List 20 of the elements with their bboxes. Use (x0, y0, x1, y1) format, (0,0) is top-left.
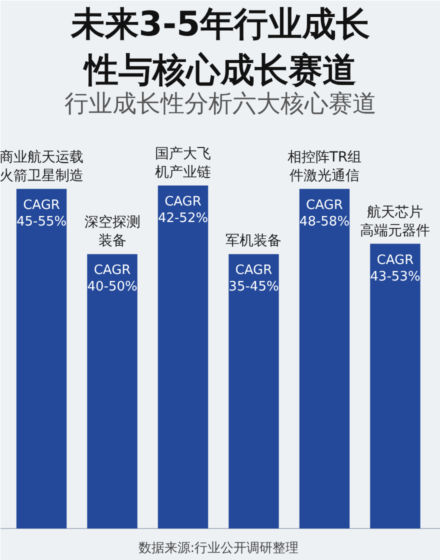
annotation: CAGR 48-58% (299, 198, 350, 230)
x-tick-label: 深空探测装备 (84, 214, 140, 250)
bar (158, 186, 208, 528)
annotation: CAGR 45-55% (16, 198, 67, 230)
chart-subtitle: 行业成长性分析六大核心赛道 (64, 90, 376, 118)
bar (87, 254, 138, 528)
x-tick-label: 航天芯片高端元器件 (360, 204, 430, 239)
annotation: CAGR 43-53% (370, 252, 420, 284)
bar (299, 188, 350, 528)
source-note: 数据来源:行业公开调研整理 (138, 541, 299, 556)
bar (370, 244, 420, 528)
annotation: CAGR 40-50% (87, 263, 138, 295)
annotation: CAGR 42-52% (158, 194, 208, 226)
x-tick-label: 军机装备 (226, 233, 282, 250)
bar (228, 254, 279, 528)
annotation: CAGR 35-45% (228, 263, 279, 295)
bar (16, 188, 67, 528)
chart-title: 未来3-5年行业成长性与核心成长赛道 (70, 4, 370, 90)
x-tick-label: 国产大飞机产业链 (155, 146, 212, 180)
x-tick-label: 相控阵TR组件激光通信 (287, 150, 362, 184)
